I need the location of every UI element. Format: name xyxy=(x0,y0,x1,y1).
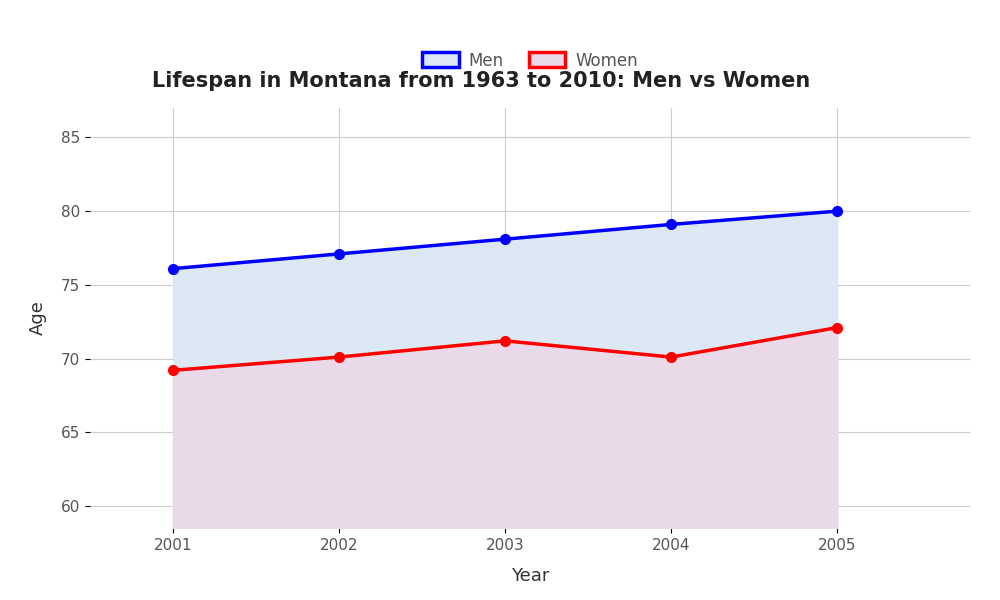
Y-axis label: Age: Age xyxy=(29,301,47,335)
Text: Lifespan in Montana from 1963 to 2010: Men vs Women: Lifespan in Montana from 1963 to 2010: M… xyxy=(152,71,810,91)
X-axis label: Year: Year xyxy=(511,566,549,584)
Legend: Men, Women: Men, Women xyxy=(415,45,645,76)
